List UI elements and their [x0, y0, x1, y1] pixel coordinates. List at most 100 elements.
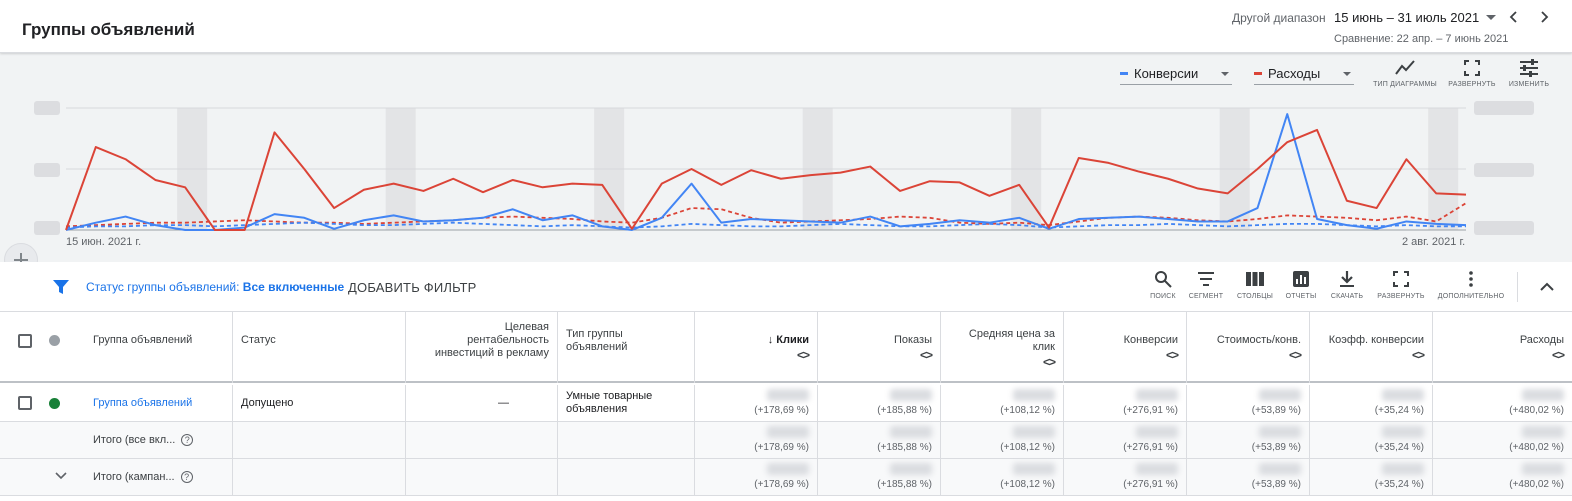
metric1-selector[interactable]: Конверсии	[1120, 63, 1232, 85]
column-header-impressions[interactable]: Показы <>	[818, 312, 941, 383]
more-vert-icon	[1469, 271, 1473, 287]
chart-type-button[interactable]: ТИП ДИАГРАММЫ	[1370, 59, 1440, 99]
add-filter-button[interactable]: ДОБАВИТЬ ФИЛЬТР	[348, 280, 477, 295]
axis-tick-label	[34, 163, 60, 177]
expand-chart-button[interactable]: РАЗВЕРНУТЬ	[1437, 59, 1507, 99]
sort-toggle-icon[interactable]: <>	[796, 348, 810, 362]
cell-impressions: (+185,88 %)	[818, 459, 941, 495]
chevron-left-icon[interactable]	[1506, 8, 1522, 26]
column-header-conversions[interactable]: Конверсии <>	[1064, 312, 1187, 383]
reports-label: ОТЧЕТЫ	[1285, 293, 1317, 300]
search-button[interactable]: ПОИСК	[1135, 270, 1191, 300]
cell-cost-per-conv: (+53,89 %)	[1187, 385, 1310, 421]
sort-toggle-icon[interactable]: <>	[1551, 348, 1565, 362]
metric2-color-icon	[1254, 72, 1262, 75]
cell-impressions: (+185,88 %)	[818, 385, 941, 421]
chevron-down-icon[interactable]	[1484, 8, 1498, 26]
chevron-right-icon[interactable]	[1536, 8, 1552, 26]
page-title: Группы объявлений	[22, 20, 195, 39]
date-range-label: Другой диапазон	[1232, 11, 1326, 25]
filter-icon[interactable]	[52, 278, 70, 296]
columns-button[interactable]: СТОЛБЦЫ	[1227, 270, 1283, 300]
select-all-checkbox[interactable]	[18, 334, 32, 348]
tune-icon	[1520, 59, 1538, 77]
cell-target-roas: —	[406, 385, 558, 421]
axis-tick-label	[1474, 221, 1534, 235]
column-header-ad-group-type[interactable]: Тип группы объявлений	[558, 312, 695, 383]
column-header-name[interactable]: Группа объявлений	[0, 312, 233, 383]
metric2-selector[interactable]: Расходы	[1254, 63, 1354, 85]
segment-button[interactable]: СЕГМЕНТ	[1178, 270, 1234, 300]
line-chart	[34, 101, 1534, 235]
search-icon	[1155, 271, 1172, 288]
download-button[interactable]: СКАЧАТЬ	[1319, 270, 1375, 300]
status-filter-value: Все включенные	[242, 280, 345, 294]
columns-icon	[1246, 272, 1264, 286]
column-header-target-roas[interactable]: Целевая рентабельность инвестиций в рекл…	[406, 312, 558, 383]
expand-chart-label: РАЗВЕРНУТЬ	[1448, 81, 1496, 88]
fullscreen-icon	[1464, 60, 1480, 76]
axis-tick-label	[34, 221, 60, 235]
chevron-down-icon[interactable]	[54, 469, 68, 483]
cell-conversions: (+276,91 %)	[1064, 385, 1187, 421]
axis-tick-label	[1474, 101, 1534, 115]
cell-name: Группа объявлений	[0, 385, 233, 421]
sort-toggle-icon[interactable]: <>	[1411, 348, 1425, 362]
edit-chart-label: ИЗМЕНИТЬ	[1508, 81, 1550, 88]
compare-range: Сравнение: 22 апр. – 7 июнь 2021	[1334, 33, 1509, 45]
status-dot-enabled[interactable]	[49, 398, 60, 409]
sort-toggle-icon[interactable]: <>	[1288, 348, 1302, 362]
cell-clicks: (+178,69 %)	[695, 385, 818, 421]
cell-total-label: Итого (кампан...?	[0, 459, 233, 495]
more-label: ДОПОЛНИТЕЛЬНО	[1437, 293, 1505, 300]
column-header-clicks[interactable]: ↓ Клики <>	[695, 312, 818, 383]
date-range-value[interactable]: 15 июнь – 31 июль 2021	[1334, 10, 1480, 25]
column-header-cost[interactable]: Расходы <>	[1519, 334, 1565, 362]
cell-total-label: Итого (все вкл...?	[0, 422, 233, 458]
page-header: Группы объявлений Другой диапазон 15 июн…	[0, 0, 1572, 53]
axis-tick-label	[34, 101, 60, 115]
status-filter-chip[interactable]: Статус группы объявлений: Все включенные	[86, 280, 344, 294]
x-axis-start-label: 15 июн. 2021 г.	[66, 236, 142, 248]
column-header-status[interactable]: Статус	[233, 312, 406, 383]
series-line-0	[65, 128, 1467, 231]
chevron-up-icon[interactable]	[1538, 278, 1556, 296]
status-dot-header	[49, 335, 60, 346]
search-label: ПОИСК	[1150, 293, 1176, 300]
fullscreen-icon	[1393, 271, 1409, 287]
status-filter-label: Статус группы объявлений:	[86, 280, 240, 294]
total-row-campaign: Итого (кампан...? (+178,69 %) (+185,88 %…	[0, 459, 1572, 496]
columns-label: СТОЛБЦЫ	[1236, 293, 1274, 300]
cell-avg-cpc: (+108,12 %)	[941, 459, 1064, 495]
more-button[interactable]: ДОПОЛНИТЕЛЬНО	[1434, 270, 1508, 300]
toolbar-divider	[1517, 272, 1518, 302]
cell-conv-rate: (+35,24 %)	[1310, 459, 1433, 495]
cell-conv-rate: (+35,24 %)	[1310, 385, 1433, 421]
metric2-label: Расходы	[1268, 66, 1321, 81]
reports-button[interactable]: ОТЧЕТЫ	[1273, 270, 1329, 300]
cell-cost: (+480,02 %)	[1433, 422, 1572, 458]
line-chart-icon	[1395, 60, 1415, 75]
metric1-color-icon	[1120, 72, 1128, 75]
metric1-label: Конверсии	[1134, 66, 1199, 81]
axis-tick-label	[1474, 163, 1534, 177]
sort-toggle-icon[interactable]: <>	[1042, 355, 1056, 369]
edit-chart-button[interactable]: ИЗМЕНИТЬ	[1494, 59, 1564, 99]
help-icon[interactable]: ?	[180, 471, 193, 484]
column-header-cost-per-conv[interactable]: Стоимость/конв. <>	[1187, 312, 1310, 383]
column-header-conv-rate[interactable]: Коэфф. конверсии <>	[1310, 312, 1433, 383]
download-icon	[1340, 271, 1354, 287]
cell-clicks: (+178,69 %)	[695, 422, 818, 458]
sort-toggle-icon[interactable]: <>	[1165, 348, 1179, 362]
cell-avg-cpc: (+108,12 %)	[941, 385, 1064, 421]
row-checkbox[interactable]	[18, 396, 32, 410]
help-icon[interactable]: ?	[181, 434, 194, 447]
ad-group-link[interactable]: Группа объявлений	[93, 397, 193, 409]
cell-conv-rate: (+35,24 %)	[1310, 422, 1433, 458]
cell-cost: (+480,02 %)	[1433, 385, 1572, 421]
expand-table-button[interactable]: РАЗВЕРНУТЬ	[1373, 270, 1429, 300]
column-header-avg-cpc[interactable]: Средняя цена за клик <>	[941, 312, 1064, 383]
sort-toggle-icon[interactable]: <>	[919, 348, 933, 362]
cell-impressions: (+185,88 %)	[818, 422, 941, 458]
cell-cost: (+480,02 %)	[1433, 459, 1572, 495]
